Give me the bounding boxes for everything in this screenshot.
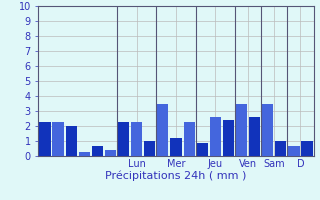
Bar: [275, 141, 286, 156]
Bar: [301, 141, 313, 156]
X-axis label: Précipitations 24h ( mm ): Précipitations 24h ( mm ): [105, 170, 247, 181]
Bar: [171, 138, 181, 156]
Bar: [105, 150, 116, 156]
Bar: [210, 117, 221, 156]
Bar: [144, 141, 156, 156]
Bar: [118, 121, 129, 156]
Bar: [196, 142, 208, 156]
Bar: [39, 121, 51, 156]
Bar: [236, 104, 247, 156]
Bar: [262, 104, 273, 156]
Bar: [66, 126, 77, 156]
Bar: [79, 152, 90, 156]
Bar: [131, 121, 142, 156]
Bar: [288, 146, 300, 156]
Bar: [52, 121, 64, 156]
Bar: [184, 121, 195, 156]
Bar: [92, 146, 103, 156]
Bar: [223, 120, 234, 156]
Bar: [157, 104, 168, 156]
Bar: [249, 117, 260, 156]
